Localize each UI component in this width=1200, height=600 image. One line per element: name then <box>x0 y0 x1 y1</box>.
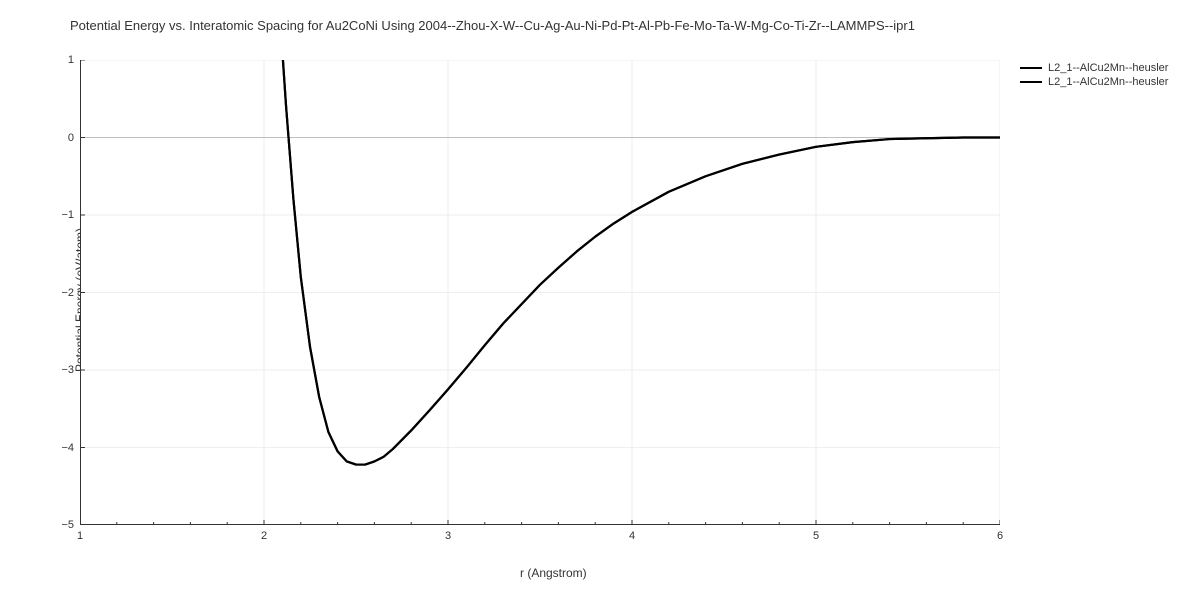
y-tick-label: −1 <box>44 209 74 221</box>
x-tick-label: 1 <box>77 530 83 542</box>
legend: L2_1--AlCu2Mn--heusler L2_1--AlCu2Mn--he… <box>1020 62 1168 90</box>
chart-title: Potential Energy vs. Interatomic Spacing… <box>70 18 915 33</box>
y-tick-label: 0 <box>44 132 74 144</box>
x-tick-label: 4 <box>629 530 635 542</box>
x-axis-label: r (Angstrom) <box>520 566 587 580</box>
y-tick-label: 1 <box>44 54 74 66</box>
y-tick-label: −4 <box>44 442 74 454</box>
x-tick-label: 2 <box>261 530 267 542</box>
y-tick-label: −5 <box>44 519 74 531</box>
legend-label: L2_1--AlCu2Mn--heusler <box>1048 76 1168 88</box>
legend-label: L2_1--AlCu2Mn--heusler <box>1048 62 1168 74</box>
legend-item: L2_1--AlCu2Mn--heusler <box>1020 62 1168 74</box>
plot-svg <box>80 60 1000 525</box>
plot-area: −5−4−3−2−101123456 <box>80 60 1000 525</box>
legend-item: L2_1--AlCu2Mn--heusler <box>1020 76 1168 88</box>
x-tick-label: 6 <box>997 530 1003 542</box>
x-tick-label: 3 <box>445 530 451 542</box>
chart-container: Potential Energy vs. Interatomic Spacing… <box>0 0 1200 600</box>
legend-swatch <box>1020 81 1042 83</box>
y-tick-label: −2 <box>44 287 74 299</box>
y-tick-label: −3 <box>44 364 74 376</box>
x-tick-label: 5 <box>813 530 819 542</box>
legend-swatch <box>1020 67 1042 69</box>
